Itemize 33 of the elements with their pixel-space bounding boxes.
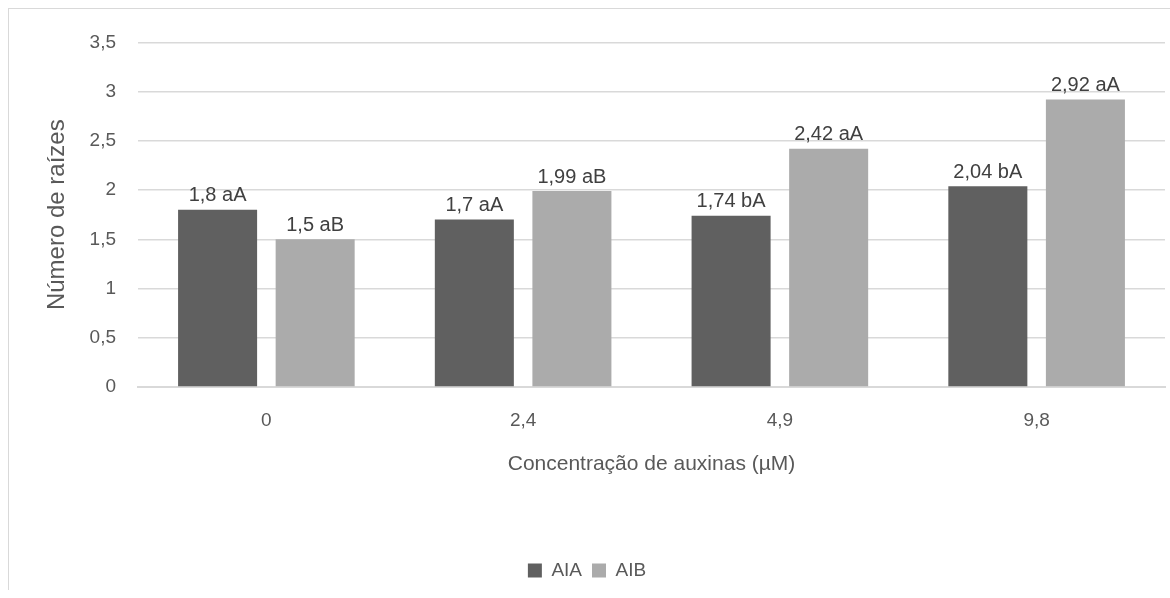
y-tick-label: 2 bbox=[105, 178, 116, 200]
y-tick-label: 2,5 bbox=[89, 129, 116, 151]
data-label: 1,8 aA bbox=[188, 183, 248, 206]
data-label: 1,5 aB bbox=[286, 212, 345, 235]
data-label: 2,04 bA bbox=[953, 159, 1023, 182]
bar bbox=[434, 219, 514, 387]
bar bbox=[1045, 99, 1125, 387]
y-tick-label: 1 bbox=[105, 276, 116, 298]
data-label: 2,42 aA bbox=[794, 122, 864, 145]
y-tick-label: 1,5 bbox=[89, 227, 116, 249]
y-tick-label: 0 bbox=[105, 375, 116, 397]
x-tick-label: 2,4 bbox=[509, 408, 537, 430]
legend-label: AIB bbox=[615, 558, 647, 580]
data-label: 1,99 aB bbox=[537, 164, 607, 187]
bar bbox=[691, 215, 771, 387]
legend-label: AIA bbox=[551, 558, 583, 580]
y-tick-label: 0,5 bbox=[89, 326, 116, 348]
x-tick-label: 9,8 bbox=[1023, 408, 1050, 430]
x-tick-label: 0 bbox=[261, 408, 272, 430]
x-tick-label: 4,9 bbox=[766, 408, 794, 430]
chart-frame: Concentração de auxinas (µM) Número de raízes AIA AIB 0 2,4 4,9 9,8 0 0,5 1 1,5 2 2,5 3 3,5 1,8 aA 1,7 aA 1,74 bA 2,04 bA 1,5 aB 1,99 aB 2,42 aA 2,92 aA bbox=[8, 8, 1170, 590]
bar bbox=[789, 148, 869, 387]
bar bbox=[532, 191, 612, 387]
bar bbox=[948, 186, 1028, 387]
bar bbox=[178, 209, 258, 387]
bar bbox=[275, 239, 355, 387]
y-axis-title: Número de raízes bbox=[42, 119, 70, 311]
data-label: 2,92 aA bbox=[1050, 73, 1121, 96]
y-tick-label: 3 bbox=[105, 79, 116, 101]
y-tick-label: 3,5 bbox=[89, 30, 116, 52]
data-label: 1,7 aA bbox=[445, 193, 504, 216]
x-axis-title: Concentração de auxinas (µM) bbox=[507, 451, 796, 475]
data-label: 1,74 bA bbox=[696, 189, 767, 212]
